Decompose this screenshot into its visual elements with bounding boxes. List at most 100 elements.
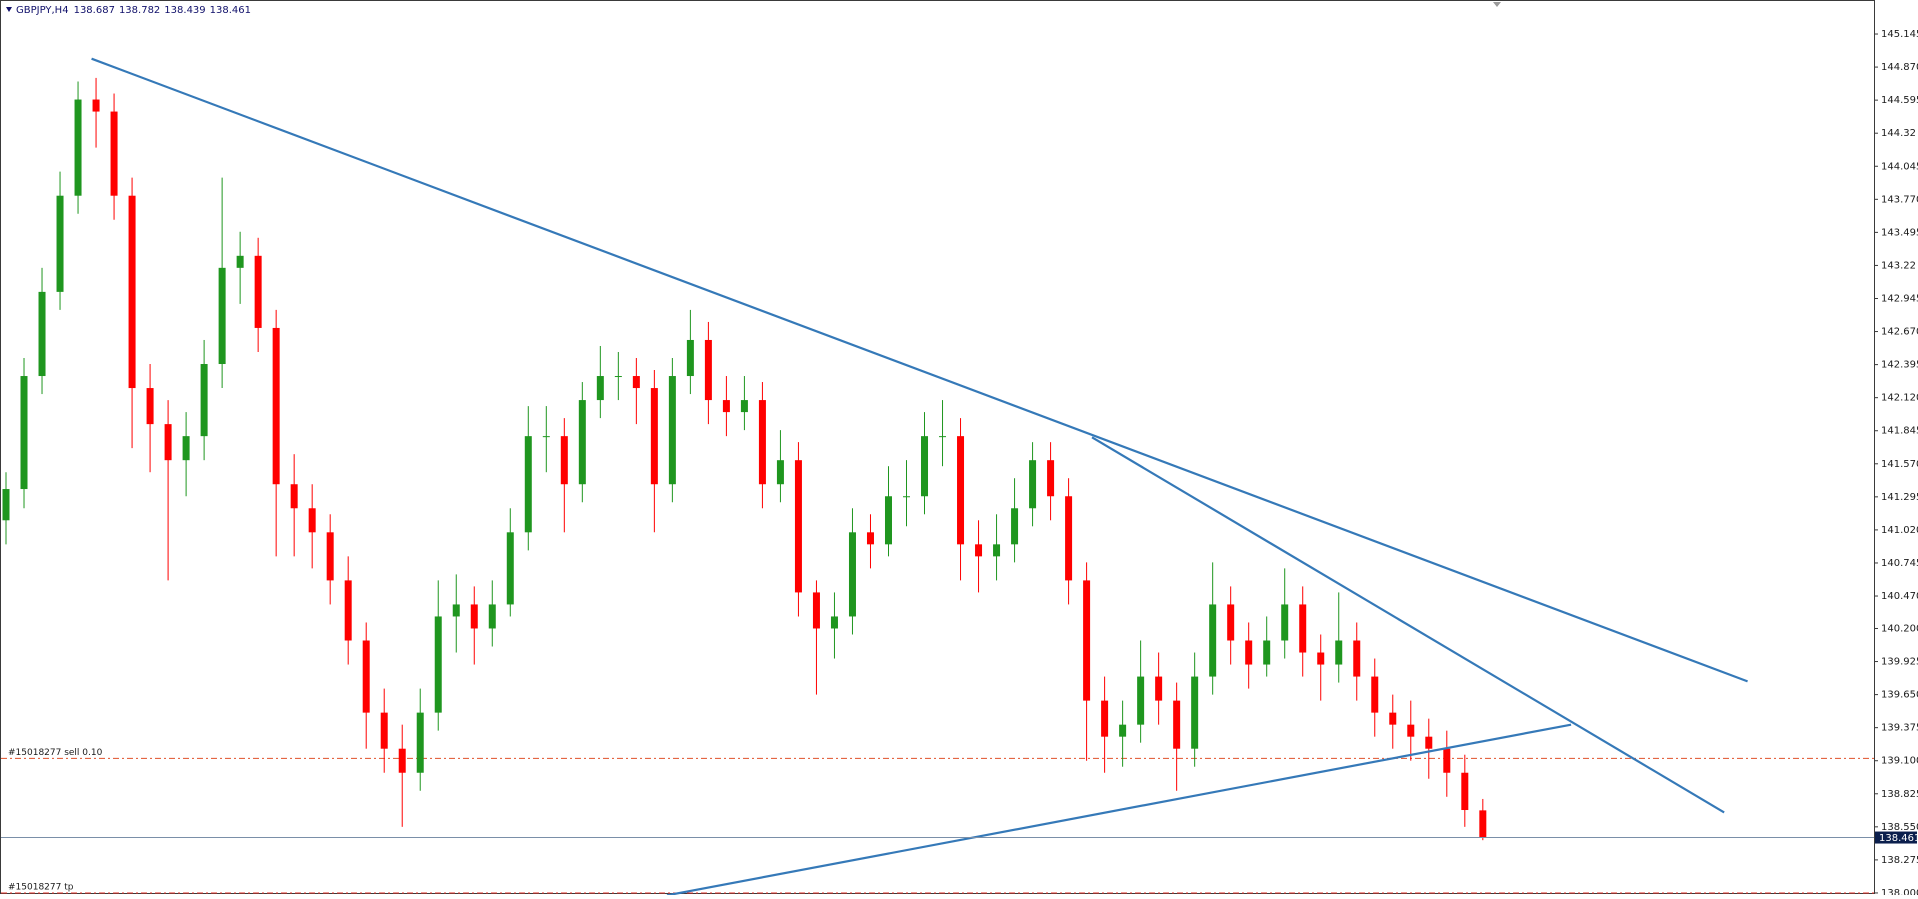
- candle-body: [1263, 640, 1271, 665]
- candle-body: [236, 255, 244, 268]
- candle-body: [92, 99, 100, 112]
- y-tick-label: 141.020: [1881, 525, 1918, 536]
- candle-body: [1083, 580, 1091, 701]
- candle-body: [632, 376, 640, 389]
- candle-body: [290, 484, 298, 509]
- candle-body: [1389, 712, 1397, 725]
- candle-body: [884, 496, 892, 545]
- candle-body: [1155, 676, 1163, 701]
- candle-body: [794, 460, 802, 593]
- candle-body: [56, 195, 64, 292]
- y-tick-label: 143.770: [1881, 194, 1918, 205]
- candle-body: [1245, 640, 1253, 665]
- y-tick-label: 141.295: [1881, 492, 1918, 503]
- y-tick-label: 138.000: [1881, 888, 1918, 895]
- y-tick-label: 143.22: [1881, 260, 1916, 271]
- candle-body: [1209, 604, 1217, 677]
- shift-marker: [1493, 2, 1501, 7]
- y-tick-label: 143.495: [1881, 227, 1918, 238]
- candle-body: [1173, 700, 1181, 749]
- order-level-label: #15018277 tp: [8, 882, 74, 892]
- candle-body: [452, 604, 460, 617]
- candle-body: [128, 195, 136, 389]
- candle-body: [722, 400, 730, 413]
- chart-header: GBPJPY,H4 138.687 138.782 138.439 138.461: [16, 5, 251, 16]
- candle-body: [1011, 508, 1019, 545]
- candle-body: [993, 544, 1001, 557]
- trendline: [1091, 436, 1725, 814]
- candle-body: [776, 460, 784, 485]
- candle-body: [848, 532, 856, 617]
- candle-body: [38, 291, 46, 377]
- candle-body: [1101, 700, 1109, 737]
- candle-body: [560, 436, 568, 485]
- candle-body: [903, 496, 910, 498]
- candle-body: [254, 255, 262, 328]
- candle-body: [398, 748, 406, 773]
- candle-body: [1407, 724, 1415, 737]
- y-tick-label: 144.045: [1881, 161, 1918, 172]
- price-label: 138.461: [1879, 833, 1918, 844]
- candle-body: [524, 436, 532, 533]
- candle-body: [488, 604, 496, 629]
- candle-body: [921, 436, 929, 497]
- candle-body: [1461, 772, 1469, 811]
- candle-body: [596, 376, 604, 401]
- y-tick-label: 142.120: [1881, 393, 1918, 404]
- header-low: 138.439: [164, 5, 205, 16]
- candle-body: [578, 400, 586, 485]
- candle-body: [344, 580, 352, 641]
- plot-area: #15018277 sell 0.10 #15018277 tp: [1, 57, 1874, 897]
- y-tick-label: 140.200: [1881, 623, 1918, 634]
- candle-body: [957, 436, 965, 545]
- candle-body: [614, 376, 622, 378]
- y-tick-label: 138.550: [1881, 822, 1918, 833]
- trendline: [666, 723, 1572, 897]
- candle-body: [650, 388, 658, 485]
- candle-body: [812, 592, 820, 629]
- candle-body: [362, 640, 370, 713]
- y-tick-label: 145.145: [1881, 29, 1918, 40]
- header-close: 138.461: [210, 5, 251, 16]
- candle-body: [1137, 676, 1145, 725]
- symbol: GBPJPY,H4: [16, 5, 69, 16]
- candle-body: [218, 267, 226, 365]
- candle-body: [1227, 604, 1235, 641]
- y-tick-label: 144.870: [1881, 62, 1918, 73]
- candle-body: [1425, 736, 1433, 749]
- candle-body: [380, 712, 388, 749]
- candle-body: [2, 489, 10, 521]
- candle-body: [1443, 748, 1451, 773]
- y-tick-label: 139.925: [1881, 657, 1918, 668]
- candle-body: [1353, 640, 1361, 677]
- candle-body: [704, 339, 712, 401]
- price-label-box: [1875, 831, 1917, 844]
- y-tick-label: 142.945: [1881, 293, 1918, 304]
- candle-body: [182, 436, 190, 461]
- symbol-menu-arrow[interactable]: [6, 7, 12, 12]
- candle-body: [975, 544, 983, 557]
- plot-frame: [0, 0, 1875, 894]
- candle-body: [1335, 640, 1343, 665]
- candle-body: [939, 436, 947, 438]
- y-tick-label: 139.650: [1881, 690, 1918, 701]
- candle-body: [200, 364, 208, 437]
- candle-body: [542, 436, 550, 438]
- trendline: [91, 57, 1748, 683]
- candle-body: [416, 712, 424, 773]
- candle-body: [1317, 652, 1325, 665]
- y-tick-label: 140.745: [1881, 558, 1918, 569]
- candle-body: [1119, 724, 1127, 737]
- candle-body: [1479, 810, 1487, 838]
- candle-body: [110, 111, 118, 196]
- candle-body: [20, 376, 28, 490]
- y-tick-label: 141.570: [1881, 459, 1918, 470]
- candle-body: [506, 532, 514, 605]
- candle-body: [1371, 676, 1379, 713]
- candle-body: [1047, 460, 1055, 497]
- candle-body: [1281, 604, 1289, 641]
- y-tick-label: 141.845: [1881, 426, 1918, 437]
- y-tick-label: 138.825: [1881, 789, 1918, 800]
